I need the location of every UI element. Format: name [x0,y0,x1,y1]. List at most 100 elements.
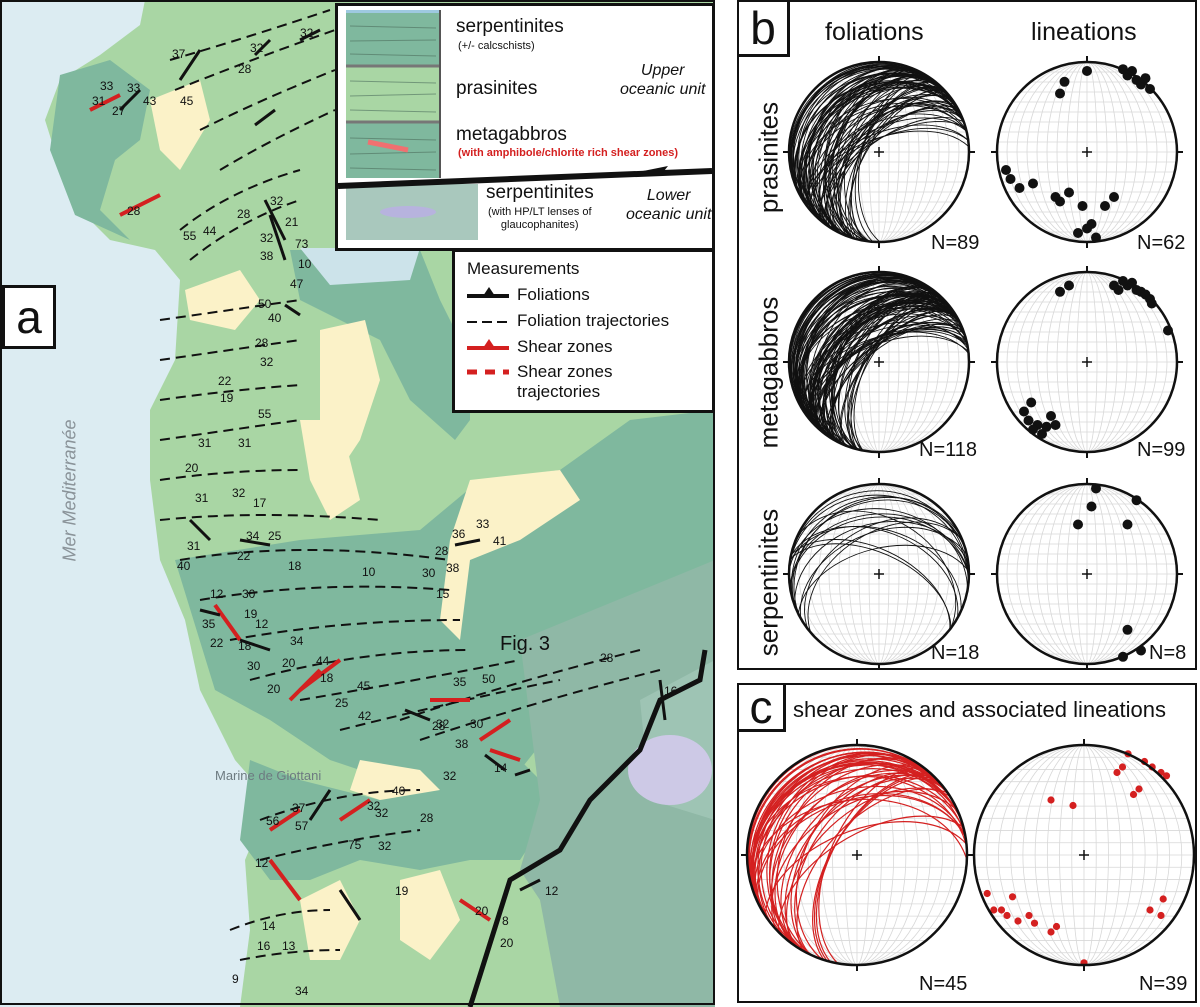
lineation-point [1023,415,1034,426]
dip-label: 55 [183,229,197,243]
dip-label: 45 [180,94,194,108]
lineation-point [1073,228,1083,238]
dip-label: 28 [238,62,252,76]
dip-label: 32 [260,355,274,369]
dip-label: 18 [238,639,252,653]
dip-label: 32 [375,806,389,820]
dip-label: 16 [664,684,678,698]
legend-shear-zones: Shear zones [517,337,613,356]
dip-label: 32 [260,231,274,245]
lineation-point [1047,928,1055,936]
strat-prasinites: prasinites [456,78,538,99]
dip-label: 13 [282,939,296,953]
lineation-point [997,906,1006,914]
dip-label: 32 [300,26,314,40]
dip-label: 40 [177,559,191,573]
lineation-point [1159,895,1167,903]
dip-label: 9 [232,972,239,986]
lineation-point [1109,192,1119,202]
dip-label: 25 [268,529,282,543]
lineation-point [1100,201,1110,211]
dip-label: 40 [268,311,282,325]
n-lin-serpentinites: N=8 [1149,642,1187,664]
dip-label: 32 [250,41,264,55]
strat-upper-unit: Upper oceanic unit [620,62,706,99]
dip-label: 37 [292,801,306,815]
shear-title: shear zones and associated lineations [793,697,1167,722]
dip-label: 32 [378,839,392,853]
lineation-point [1118,763,1127,771]
dip-label: 30 [422,566,436,580]
lineation-point [1014,917,1022,925]
dip-label: 32 [443,769,457,783]
dip-label: 19 [395,884,409,898]
strat-serpentinites-lower-note: (with HP/LT lenses of glaucophanites) [488,206,592,231]
strat-serpentinites-upper: serpentinites [456,16,564,37]
dip-label: 12 [545,884,559,898]
lineation-point [990,906,998,914]
lineation-point [1046,411,1056,421]
dip-label: 33 [476,517,490,531]
lineation-point [1077,201,1088,211]
stratigraphic-column: serpentinites (+/- calcschists) prasinit… [335,3,715,251]
strat-lower-unit: Lower oceanic unit [626,187,712,224]
dip-label: 18 [288,559,302,573]
dip-label: 19 [244,607,258,621]
dip-label: 43 [143,94,157,108]
dip-label: 38 [260,249,274,263]
dip-label: 20 [282,656,296,670]
dip-label: 73 [295,237,309,251]
lineation-point [1055,286,1065,297]
n-fol-serpentinites: N=18 [931,642,980,664]
dip-label: 19 [220,391,234,405]
lineation-point [1037,429,1047,439]
n-lin-shear: N=39 [1139,973,1188,995]
legend-foliations: Foliations [517,285,590,304]
dip-label: 12 [255,617,269,631]
n-fol-prasinites: N=89 [931,232,980,254]
dip-label: 30 [470,717,484,731]
dip-label: 33 [100,79,114,93]
dip-label: 28 [600,651,614,665]
stereonet-grid-c [741,739,1195,971]
dip-label: 30 [242,587,256,601]
lineation-point [1082,223,1092,234]
dip-label: 30 [247,659,261,673]
dip-label: 44 [203,224,217,238]
lineation-point [1157,911,1165,920]
dip-label: 28 [432,719,446,733]
dip-label: 75 [348,838,362,852]
legend-shear-zone-trajectories: Shear zones trajectories [517,362,613,401]
panel-label-c: c [739,684,786,732]
dip-label: 55 [258,407,272,421]
dip-label: 16 [257,939,271,953]
dip-label: 31 [195,491,209,505]
dip-label: 20 [267,682,281,696]
dip-label: 32 [367,799,381,813]
lineation-point [1064,187,1074,198]
dip-label: 15 [436,587,450,601]
lineation-point [983,889,991,898]
n-lin-prasinites: N=62 [1137,232,1186,254]
lineation-point [1129,790,1138,799]
lineation-point [1091,232,1101,243]
dip-label: 34 [295,984,309,998]
lineation-point [1050,420,1061,430]
dip-label: 22 [210,636,224,650]
lineation-point [1064,280,1074,291]
lineation-point [1003,911,1011,920]
lineation-point [1041,421,1052,432]
dip-label: 31 [238,436,252,450]
panel-label-a: a [2,285,56,349]
lineation-points [1073,483,1146,662]
lineation-point [1162,772,1171,780]
dip-label: 45 [357,679,371,693]
dip-label: 33 [127,81,141,95]
dip-label: 28 [237,207,251,221]
dip-label: 8 [502,914,509,928]
lineation-point [1059,76,1070,87]
dip-label: 12 [255,856,269,870]
dip-label: 28 [420,811,434,825]
dip-label: 57 [295,819,309,833]
legend-title: Measurements [467,259,580,278]
